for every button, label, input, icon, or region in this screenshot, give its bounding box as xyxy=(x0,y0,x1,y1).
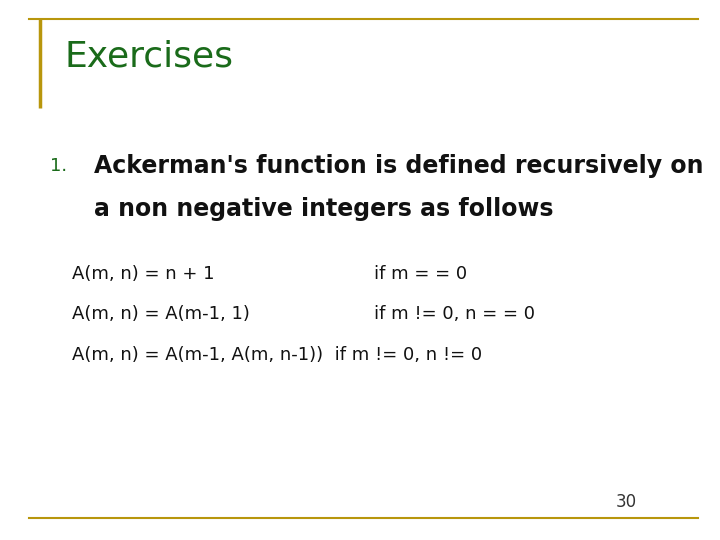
Text: A(m, n) = A(m-1, A(m, n-1))  if m != 0, n != 0: A(m, n) = A(m-1, A(m, n-1)) if m != 0, n… xyxy=(72,346,482,363)
Text: 1.: 1. xyxy=(50,157,68,174)
Text: a non negative integers as follows: a non negative integers as follows xyxy=(94,197,553,221)
Text: A(m, n) = A(m-1, 1): A(m, n) = A(m-1, 1) xyxy=(72,305,250,323)
Text: if m = = 0: if m = = 0 xyxy=(374,265,467,282)
Text: Exercises: Exercises xyxy=(65,40,234,73)
Text: Ackerman's function is defined recursively on: Ackerman's function is defined recursive… xyxy=(94,154,703,178)
Text: 30: 30 xyxy=(616,493,637,511)
Text: if m != 0, n = = 0: if m != 0, n = = 0 xyxy=(374,305,536,323)
Text: A(m, n) = n + 1: A(m, n) = n + 1 xyxy=(72,265,215,282)
